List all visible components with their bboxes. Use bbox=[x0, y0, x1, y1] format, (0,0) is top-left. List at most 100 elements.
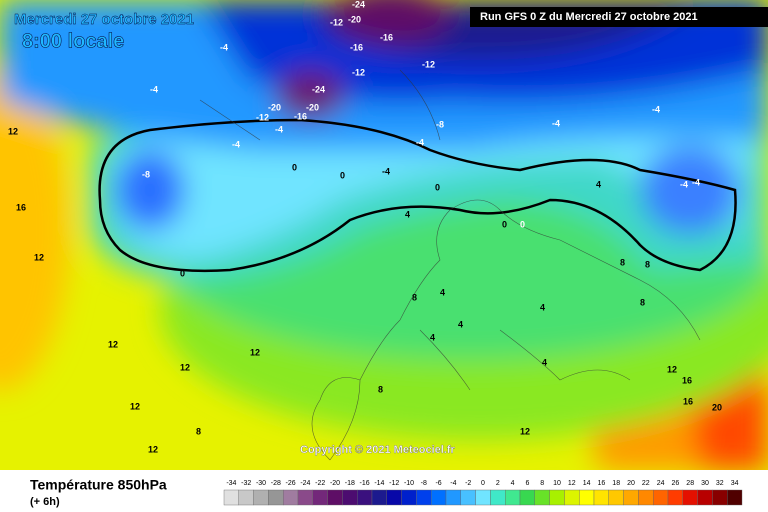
scale-label: -12 bbox=[389, 480, 399, 487]
scale-label: 28 bbox=[686, 480, 694, 487]
scale-swatch bbox=[357, 489, 373, 506]
contour-label: -4 bbox=[692, 177, 700, 187]
scale-swatch bbox=[223, 489, 240, 506]
scale-swatch bbox=[460, 489, 476, 506]
contour-label: -16 bbox=[380, 32, 393, 42]
contour-label: -4 bbox=[652, 104, 660, 114]
contour-label: -4 bbox=[275, 124, 283, 134]
contour-label: 16 bbox=[16, 202, 26, 212]
contour-label: 16 bbox=[682, 375, 692, 385]
contour-labels: -24-20-16-12-16-12-24-20-16-20-12-4-4-12… bbox=[8, 0, 722, 454]
contour-label: 8 bbox=[645, 259, 650, 269]
scale-label: 8 bbox=[540, 480, 544, 487]
scale-swatch bbox=[667, 489, 684, 506]
scale-label: 18 bbox=[612, 480, 620, 487]
scale-swatch bbox=[416, 489, 432, 506]
scale-swatch bbox=[593, 489, 610, 506]
scale-label: 32 bbox=[716, 480, 724, 487]
scale-swatch bbox=[297, 489, 314, 506]
contour-label: -4 bbox=[416, 137, 424, 147]
contour-label: 12 bbox=[148, 444, 158, 454]
contour-label: -4 bbox=[220, 42, 228, 52]
scale-label: -28 bbox=[271, 480, 281, 487]
scale-label: 10 bbox=[553, 480, 561, 487]
contour-label: 0 bbox=[435, 182, 440, 192]
contour-label: -20 bbox=[268, 102, 281, 112]
contour-label: 8 bbox=[620, 257, 625, 267]
contour-label: -4 bbox=[680, 179, 688, 189]
copyright: Copyright © 2021 Meteociel.fr bbox=[300, 444, 456, 456]
map-date: Mercredi 27 octobre 2021 bbox=[14, 11, 194, 28]
zero-isotherm bbox=[98, 118, 737, 273]
contour-label: 8 bbox=[640, 297, 645, 307]
scale-swatch bbox=[327, 489, 343, 506]
run-box bbox=[470, 7, 768, 27]
scale-label: 16 bbox=[598, 480, 606, 487]
scale-swatch bbox=[371, 489, 388, 506]
scale-label: 12 bbox=[568, 480, 576, 487]
contour-label: 0 bbox=[520, 219, 525, 229]
color-scale: -34 -32 -30 -28 -26 -24 -22 -20 -18 -16 -14 -12 -10-… bbox=[223, 480, 743, 506]
scale-label: -14 bbox=[374, 480, 384, 487]
temperature-field bbox=[0, 0, 768, 470]
scale-label: 22 bbox=[642, 480, 650, 487]
scale-label: 2 bbox=[496, 480, 500, 487]
scale-label: -8 bbox=[421, 480, 427, 487]
scale-swatch bbox=[608, 489, 624, 506]
contour-label: -12 bbox=[330, 17, 343, 27]
contour-label: 8 bbox=[378, 384, 383, 394]
contour-label: 12 bbox=[8, 126, 18, 136]
scale-swatch bbox=[490, 489, 506, 506]
contour-label: -8 bbox=[142, 169, 150, 179]
run-info: Run GFS 0 Z du Mercredi 27 octobre 2021 bbox=[480, 11, 698, 23]
contour-label: 4 bbox=[540, 302, 545, 312]
map-time: 8:00 locale bbox=[22, 30, 124, 52]
contour-label: 12 bbox=[108, 339, 118, 349]
scale-swatch bbox=[519, 489, 536, 506]
contour-label: 0 bbox=[180, 268, 185, 278]
contour-label: 12 bbox=[130, 401, 140, 411]
scale-label: 4 bbox=[511, 480, 515, 487]
contour-label: 4 bbox=[405, 209, 410, 219]
scale-swatch bbox=[253, 489, 269, 506]
contour-label: 4 bbox=[440, 287, 445, 297]
contour-label: 4 bbox=[542, 357, 547, 367]
contour-label: 12 bbox=[180, 362, 190, 372]
scale-swatch bbox=[638, 489, 654, 506]
scale-label: -34 bbox=[226, 480, 236, 487]
contour-label: 20 bbox=[712, 402, 722, 412]
contour-label: 8 bbox=[196, 426, 201, 436]
contour-label: 16 bbox=[683, 396, 693, 406]
contour-label: 0 bbox=[292, 162, 297, 172]
contour-label: 4 bbox=[596, 179, 601, 189]
scale-label: -24 bbox=[300, 480, 310, 487]
contour-label: 8 bbox=[412, 292, 417, 302]
contour-label: -12 bbox=[256, 112, 269, 122]
scale-swatch bbox=[386, 489, 402, 506]
scale-swatch bbox=[431, 489, 447, 506]
scale-swatch bbox=[401, 489, 417, 506]
scale-label: 20 bbox=[627, 480, 635, 487]
scale-swatch bbox=[727, 489, 743, 506]
scale-label: -16 bbox=[360, 480, 370, 487]
scale-label: 24 bbox=[657, 480, 665, 487]
contour-label: -12 bbox=[352, 67, 365, 77]
scale-label: -22 bbox=[315, 480, 325, 487]
scale-swatch bbox=[623, 489, 639, 506]
scale-swatch bbox=[505, 489, 521, 506]
contour-label: 4 bbox=[458, 319, 463, 329]
scale-swatch bbox=[697, 489, 713, 506]
contour-label: 0 bbox=[502, 219, 507, 229]
scale-swatch bbox=[682, 489, 698, 506]
scale-label: -6 bbox=[435, 480, 441, 487]
scale-swatch bbox=[564, 489, 580, 506]
scale-label: 26 bbox=[672, 480, 680, 487]
footer-lead: (+ 6h) bbox=[30, 496, 60, 508]
scale-swatch bbox=[238, 489, 254, 506]
scale-label: -2 bbox=[465, 480, 471, 487]
coastlines bbox=[199, 69, 701, 461]
scale-swatch bbox=[653, 489, 669, 506]
contour-label: -4 bbox=[552, 118, 560, 128]
contour-label: -4 bbox=[232, 139, 240, 149]
